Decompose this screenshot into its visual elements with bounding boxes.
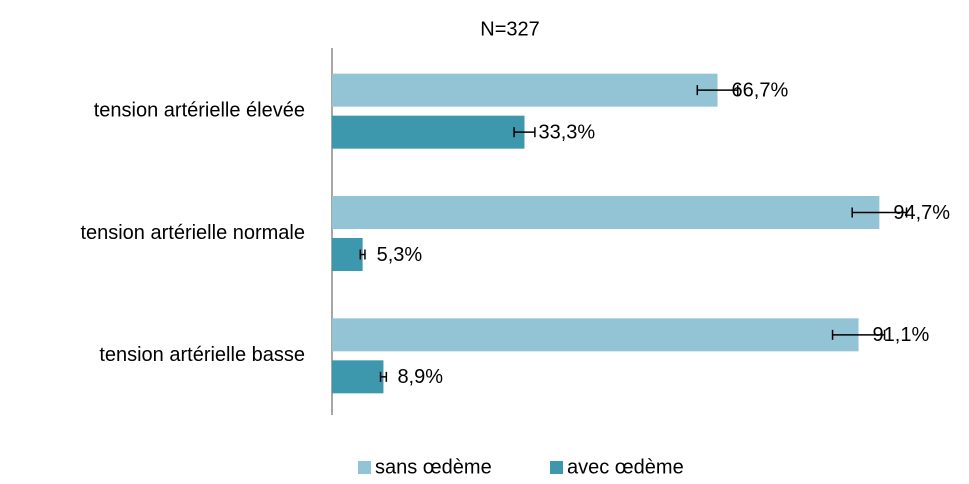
bar xyxy=(332,73,718,107)
bar xyxy=(332,360,384,394)
value-label: 33,3% xyxy=(538,121,595,143)
legend-swatch xyxy=(358,461,371,474)
legend-label: avec œdème xyxy=(567,456,684,478)
value-label: 8,9% xyxy=(397,366,443,388)
legend-label: sans œdème xyxy=(375,456,492,478)
bar xyxy=(332,238,363,271)
chart-title: N=327 xyxy=(480,18,540,40)
value-label: 94,7% xyxy=(893,202,950,224)
value-label: 5,3% xyxy=(377,244,423,266)
bar xyxy=(332,115,525,149)
legend-swatch xyxy=(550,461,563,474)
category-label: tension artérielle basse xyxy=(99,344,305,366)
bar xyxy=(332,196,880,229)
value-label: 91,1% xyxy=(873,324,930,346)
bar xyxy=(332,318,859,352)
category-label: tension artérielle normale xyxy=(80,222,305,244)
category-label: tension artérielle élevée xyxy=(94,99,305,121)
value-label: 66,7% xyxy=(732,79,789,101)
